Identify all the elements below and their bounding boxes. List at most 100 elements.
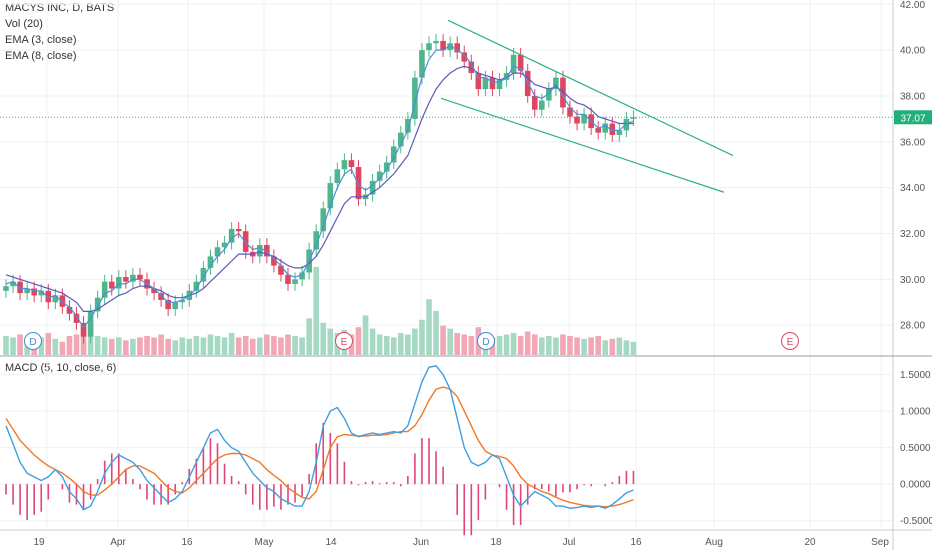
candle-body [94,297,101,312]
volume-bar [517,335,524,355]
candle-body [292,279,298,284]
time-tick-label: Jun [413,537,429,548]
volume-bar [581,338,587,355]
time-tick-label: Sep [871,537,889,548]
volume-bar [221,337,228,355]
candle-body [334,169,341,184]
last-price-badge [894,110,932,125]
volume-bar [228,333,235,355]
price-tick-label: 30.00 [900,275,925,286]
candle-body [468,61,475,74]
volume-bar [567,335,573,355]
candle-body [419,50,425,78]
candle-body [390,146,397,163]
earnings-marker [781,332,799,350]
time-tick-label: 14 [325,537,337,548]
candle-body [475,73,482,90]
macd-tick-label: -0.5000 [900,516,932,527]
candle-body [426,43,432,51]
volume-bar [398,333,404,355]
candle-body [158,293,164,300]
candle-body [482,77,489,90]
volume-bar [454,333,460,355]
candle-body [546,89,552,101]
volume-bar [242,335,249,355]
candle-body [116,277,122,289]
candle-body [87,311,94,337]
price-tick-label: 32.00 [900,229,925,240]
candle-body [278,265,284,275]
volume-bar [369,328,376,355]
candle-body [405,118,411,133]
candle-body [3,286,9,291]
price-tick-label: 36.00 [900,137,925,148]
price-tick-label: 38.00 [900,91,925,102]
volume-bar [10,337,16,355]
volume-bar [426,299,432,355]
macd-tick-label: 0.5000 [900,443,931,454]
price-tick-label: 34.00 [900,183,925,194]
volume-bar [609,338,616,355]
volume-bar [151,337,157,355]
time-tick-label: Aug [705,537,723,548]
candle-body [214,247,221,257]
candle-body [299,272,305,280]
candle-body [165,299,171,310]
volume-bar [292,335,298,355]
volume-bar [299,337,305,355]
candle-body [193,281,200,291]
volume-bar [3,335,9,355]
volume-bar [447,328,453,355]
volume-bar [355,327,362,355]
volume-bar [207,334,214,355]
volume-bar [278,337,284,355]
volume-bar [249,338,256,355]
volume-bar [45,333,52,355]
volume-bar [108,338,115,355]
price-tick-label: 42.00 [900,0,925,11]
candle-body [17,281,23,294]
candle-body [31,288,37,296]
dividend-marker-label: D [29,337,36,348]
volume-bar [158,334,164,355]
volume-bar [531,334,538,355]
volume-bar [588,337,594,355]
volume-bar [200,337,207,355]
volume-bar [52,338,59,355]
time-tick-label: 18 [490,537,502,548]
volume-bar [496,335,503,355]
macd-line [5,365,634,511]
volume-bar [327,328,334,355]
candle-body [503,73,510,80]
volume-bar [419,319,425,355]
volume-bar [66,335,73,355]
time-tick-label: 19 [33,537,45,548]
volume-bar [116,337,122,355]
candle-body [101,281,108,298]
volume-bar [17,334,23,355]
volume-bar [433,311,439,355]
volume-bar [412,328,418,355]
candle-body [172,302,178,310]
trendline-upper [447,19,734,157]
candle-body [574,116,580,124]
volume-bar [285,334,291,355]
dividend-marker-label: D [482,337,489,348]
candle-body [242,231,249,252]
volume-bar [264,334,270,355]
candle-body [510,54,517,74]
candle-body [560,77,566,108]
candle-body [440,40,446,51]
last-price-label: 37.07 [900,113,925,124]
volume-bar [94,335,101,355]
legend-ema-3: EMA (3, close) [5,34,77,46]
volume-bar [186,338,193,355]
candle-body [80,322,87,337]
candle-body [38,290,45,296]
price-tick-label: 40.00 [900,46,925,57]
volume-bar [616,337,623,355]
volume-bar [165,338,171,355]
candle-body [348,160,355,168]
macd-tick-label: 0.0000 [900,480,931,491]
